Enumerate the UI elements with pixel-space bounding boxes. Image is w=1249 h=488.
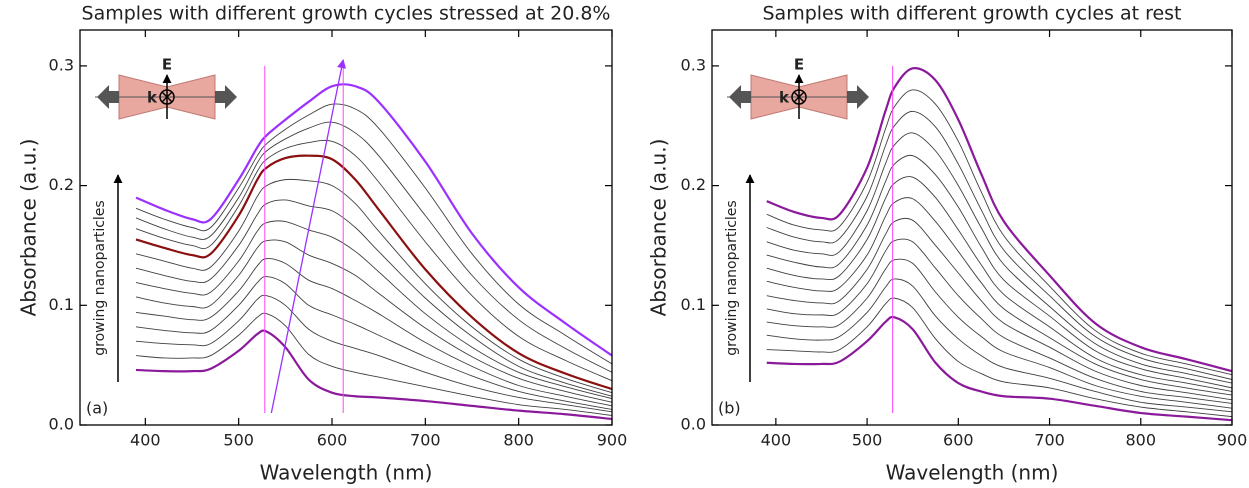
inset-k-cross: [793, 91, 805, 103]
data-line: [766, 89, 1232, 376]
y-axis-label: Absorbance (a.u.): [647, 139, 671, 317]
inset-stretch-right: [857, 85, 869, 109]
data-line: [135, 276, 612, 410]
data-line: [135, 199, 612, 397]
data-line: [135, 312, 612, 416]
data-line: [135, 83, 612, 357]
panel-label: (a): [86, 399, 108, 418]
data-line: [135, 239, 612, 403]
inset-e-label: E: [162, 56, 172, 74]
x-axis-label: Wavelength (nm): [886, 461, 1059, 485]
panel: Samples with different growth cycles at …: [647, 3, 1248, 485]
data-line: [766, 197, 1232, 396]
data-line: [766, 217, 1232, 401]
y-tick-label: 0.0: [49, 415, 74, 434]
data-line: [766, 110, 1232, 380]
x-tick-label: 800: [1125, 431, 1156, 450]
y-tick-label: 0.2: [49, 175, 74, 194]
trend-arrow: [270, 59, 347, 414]
data-line: [766, 297, 1232, 418]
data-line: [766, 132, 1232, 384]
data-line: [766, 176, 1232, 392]
x-tick-label: 900: [1217, 431, 1248, 450]
inset-stretch-right-body: [847, 91, 857, 103]
y-tick-label: 0.2: [681, 175, 706, 194]
data-line: [766, 278, 1232, 413]
annotation-text: growing nanoparticles: [724, 200, 740, 355]
panel: Samples with different growth cycles str…: [17, 3, 628, 485]
x-tick-label: 400: [130, 431, 161, 450]
data-line: [135, 178, 612, 394]
inset-stretch-right-body: [215, 91, 225, 103]
inset-e-label: E: [794, 56, 804, 74]
plot-frame: [711, 29, 1233, 426]
inset-k-vector: [791, 89, 807, 105]
data-line: [135, 294, 612, 413]
x-tick-label: 800: [503, 431, 534, 450]
data-line: [766, 154, 1232, 389]
x-tick-label: 700: [410, 431, 441, 450]
y-tick-label: 0.3: [49, 55, 74, 74]
data-line: [766, 258, 1232, 409]
inset-diagram: Ek: [727, 56, 869, 120]
x-tick-label: 400: [761, 431, 792, 450]
data-line: [135, 154, 612, 391]
inset-stretch-left: [729, 85, 751, 109]
inset-k-cross: [161, 91, 173, 103]
x-tick-label: 500: [223, 431, 254, 450]
x-tick-label: 700: [1034, 431, 1065, 450]
y-axis-label: Absorbance (a.u.): [17, 139, 41, 317]
plot-area: [766, 65, 1232, 422]
data-line: [135, 329, 612, 421]
plot-area: [135, 65, 612, 421]
x-axis-label: Wavelength (nm): [260, 461, 433, 485]
data-line: [135, 121, 612, 373]
inset-k-vector: [159, 89, 175, 105]
inset-k-label: k: [147, 89, 158, 107]
data-line: [766, 67, 1232, 373]
annotation-text: growing nanoparticles: [92, 200, 108, 355]
data-line: [766, 315, 1232, 422]
inset-stretch-left: [97, 85, 119, 109]
data-line: [135, 258, 612, 407]
y-tick-label: 0.0: [681, 415, 706, 434]
data-line: [135, 103, 612, 365]
x-tick-label: 900: [597, 431, 628, 450]
chart-title: Samples with different growth cycles at …: [762, 3, 1181, 25]
data-line: [766, 238, 1232, 404]
inset-stretch-right: [225, 85, 237, 109]
chart-title: Samples with different growth cycles str…: [82, 3, 611, 25]
inset-diagram: Ek: [95, 56, 237, 120]
y-tick-label: 0.3: [681, 55, 706, 74]
data-line: [135, 139, 612, 382]
x-tick-label: 500: [852, 431, 883, 450]
y-tick-label: 0.1: [49, 295, 74, 314]
plot-frame: [79, 29, 613, 426]
inset-k-label: k: [779, 89, 790, 107]
panel-label: (b): [718, 399, 741, 418]
x-tick-label: 600: [317, 431, 348, 450]
x-tick-label: 600: [943, 431, 974, 450]
y-tick-label: 0.1: [681, 295, 706, 314]
